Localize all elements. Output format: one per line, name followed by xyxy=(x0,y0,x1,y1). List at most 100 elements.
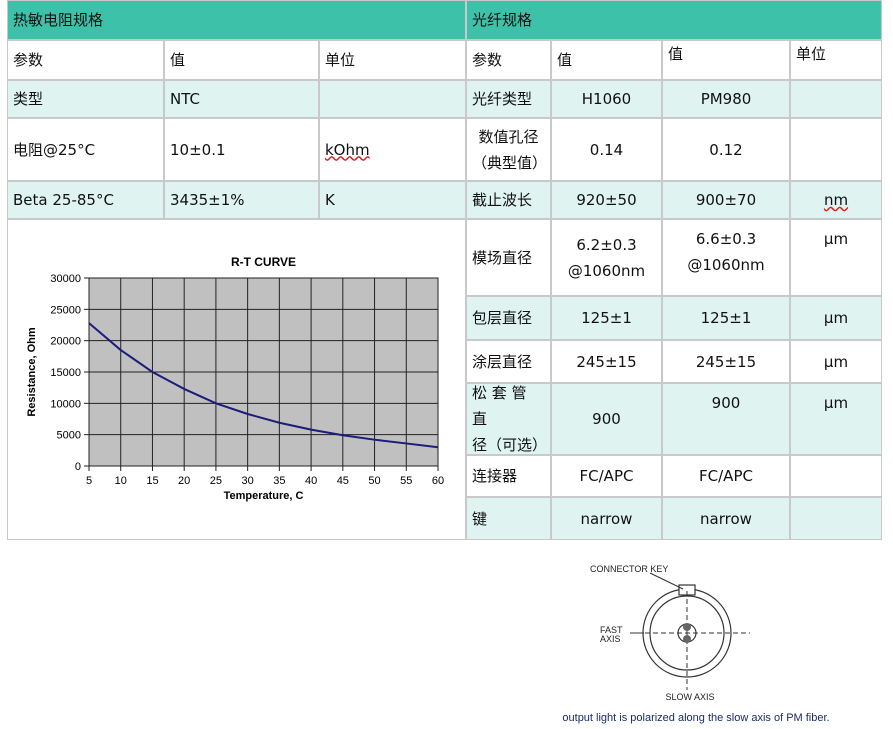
cell-text: 10±0.1 xyxy=(170,140,226,159)
y-tick-label: 20000 xyxy=(50,336,81,348)
cell-text: （典型值） xyxy=(472,153,548,172)
cell-text: 0.12 xyxy=(709,140,743,159)
rt-curve xyxy=(88,322,439,449)
x-tick-label: 60 xyxy=(432,475,444,487)
cell-text: 电阻@25°C xyxy=(13,140,96,159)
cell-text: μm xyxy=(823,230,849,248)
table-cell: 900 xyxy=(662,383,790,455)
x-tick-label: 50 xyxy=(368,475,380,487)
table-cell: 245±15 xyxy=(551,340,662,383)
table-cell: 连接器 xyxy=(466,455,551,497)
table-cell: 参数 xyxy=(7,40,164,80)
x-tick-label: 40 xyxy=(305,475,317,487)
table-cell xyxy=(790,80,882,118)
cell-text: 245±15 xyxy=(695,352,757,371)
cell-text: 截止波长 xyxy=(472,191,533,209)
table-cell: 参数 xyxy=(466,40,551,80)
table-cell: 光纤类型 xyxy=(466,80,551,118)
table-cell: 单位 xyxy=(319,40,466,80)
table-cell xyxy=(790,118,882,181)
table-cell: Beta 25-85°C xyxy=(7,181,164,219)
cell-text: 涂层直径 xyxy=(472,352,533,371)
caption: The output light is polarized along the … xyxy=(560,712,830,724)
table-cell: 类型 xyxy=(7,80,164,118)
table-cell: kOhm xyxy=(319,118,466,181)
table-cell: 900±70 xyxy=(662,181,790,219)
table-cell: 热敏电阻规格 xyxy=(7,0,466,40)
cell-text: H1060 xyxy=(581,90,632,108)
table-cell: 6.6±0.3 @1060nm xyxy=(662,219,790,296)
table-cell: μm xyxy=(790,383,882,455)
fast-label: AXIS xyxy=(600,634,621,644)
cell-text: 3435±1% xyxy=(170,191,245,209)
table-cell xyxy=(319,80,466,118)
table-cell: 900 xyxy=(551,383,662,455)
y-tick-label: 15000 xyxy=(50,367,81,379)
table-cell: 0.14 xyxy=(551,118,662,181)
cell-text: 光纤类型 xyxy=(472,90,533,108)
table-cell: 245±15 xyxy=(662,340,790,383)
table-cell: 值 xyxy=(164,40,319,80)
cell-text: NTC xyxy=(170,90,200,108)
x-tick-label: 20 xyxy=(178,475,190,487)
fiber-diagram: CONNECTOR KEY FAST AXIS SLOW AXIS The ou… xyxy=(560,564,830,724)
cell-text: 245±15 xyxy=(576,352,637,371)
cell-text: 6.6±0.3 xyxy=(695,230,757,248)
cell-text: μm xyxy=(823,394,849,412)
x-tick-label: 25 xyxy=(210,475,222,487)
cell-text: 类型 xyxy=(13,90,44,108)
x-tick-label: 15 xyxy=(146,475,158,487)
table-cell: 单位 xyxy=(790,40,882,80)
cell-text: 单位 xyxy=(796,45,827,63)
cell-text: 参数 xyxy=(472,51,503,69)
cell-text: K xyxy=(325,191,335,209)
table-cell: narrow xyxy=(551,497,662,540)
y-tick-label: 0 xyxy=(75,461,81,473)
cell-text: 包层直径 xyxy=(472,309,533,327)
cell-text: nm xyxy=(823,191,849,209)
cell-text: 125±1 xyxy=(581,309,632,327)
cell-text: Beta 25-85°C xyxy=(13,191,114,209)
y-tick-label: 30000 xyxy=(50,273,81,285)
x-tick-label: 35 xyxy=(273,475,285,487)
cell-text: FC/APC xyxy=(699,467,753,485)
table-cell: 125±1 xyxy=(551,296,662,340)
cell-text: 单位 xyxy=(325,51,356,69)
table-cell: narrow xyxy=(662,497,790,540)
cell-text: 900 xyxy=(711,394,741,412)
table-cell: H1060 xyxy=(551,80,662,118)
key-label: CONNECTOR KEY xyxy=(590,564,668,574)
table-cell: NTC xyxy=(164,80,319,118)
cell-text: 900±70 xyxy=(695,191,757,209)
cell-text: 6.2±0.3 xyxy=(576,235,637,254)
y-tick-label: 5000 xyxy=(57,430,81,442)
cell-text: 值 xyxy=(557,51,573,69)
cell-text: 模场直径 xyxy=(472,248,533,267)
cell-text: 连接器 xyxy=(472,467,518,485)
y-tick-label: 10000 xyxy=(50,398,81,410)
table-cell xyxy=(7,219,466,540)
cell-text: FC/APC xyxy=(579,467,634,485)
cell-text: 值 xyxy=(668,45,684,63)
table-cell: 截止波长 xyxy=(466,181,551,219)
cell-text: μm xyxy=(823,352,849,371)
table-cell: K xyxy=(319,181,466,219)
cell-text: 0.14 xyxy=(589,140,624,159)
cell-text: μm xyxy=(823,309,849,327)
chart-title: R-T CURVE xyxy=(231,255,296,269)
table-cell: 涂层直径 xyxy=(466,340,551,383)
cell-text: 参数 xyxy=(13,51,44,69)
cell-text: kOhm xyxy=(325,140,370,159)
cell-text: 920±50 xyxy=(576,191,637,209)
table-cell: 键 xyxy=(466,497,551,540)
table-cell: FC/APC xyxy=(551,455,662,497)
table-cell: 电阻@25°C xyxy=(7,118,164,181)
table-cell: μm xyxy=(790,340,882,383)
table-cell: 6.2±0.3 @1060nm xyxy=(551,219,662,296)
rt-chart: 0 5000 10000 15000 20000 25000 30000 5 10 15 20 25 3… xyxy=(26,255,444,502)
table-cell: 松 套 管 直径（可选） xyxy=(466,383,551,455)
cell-text: @1060nm xyxy=(687,256,765,274)
cell-text: PM980 xyxy=(700,90,752,108)
cell-text: narrow xyxy=(580,509,633,528)
